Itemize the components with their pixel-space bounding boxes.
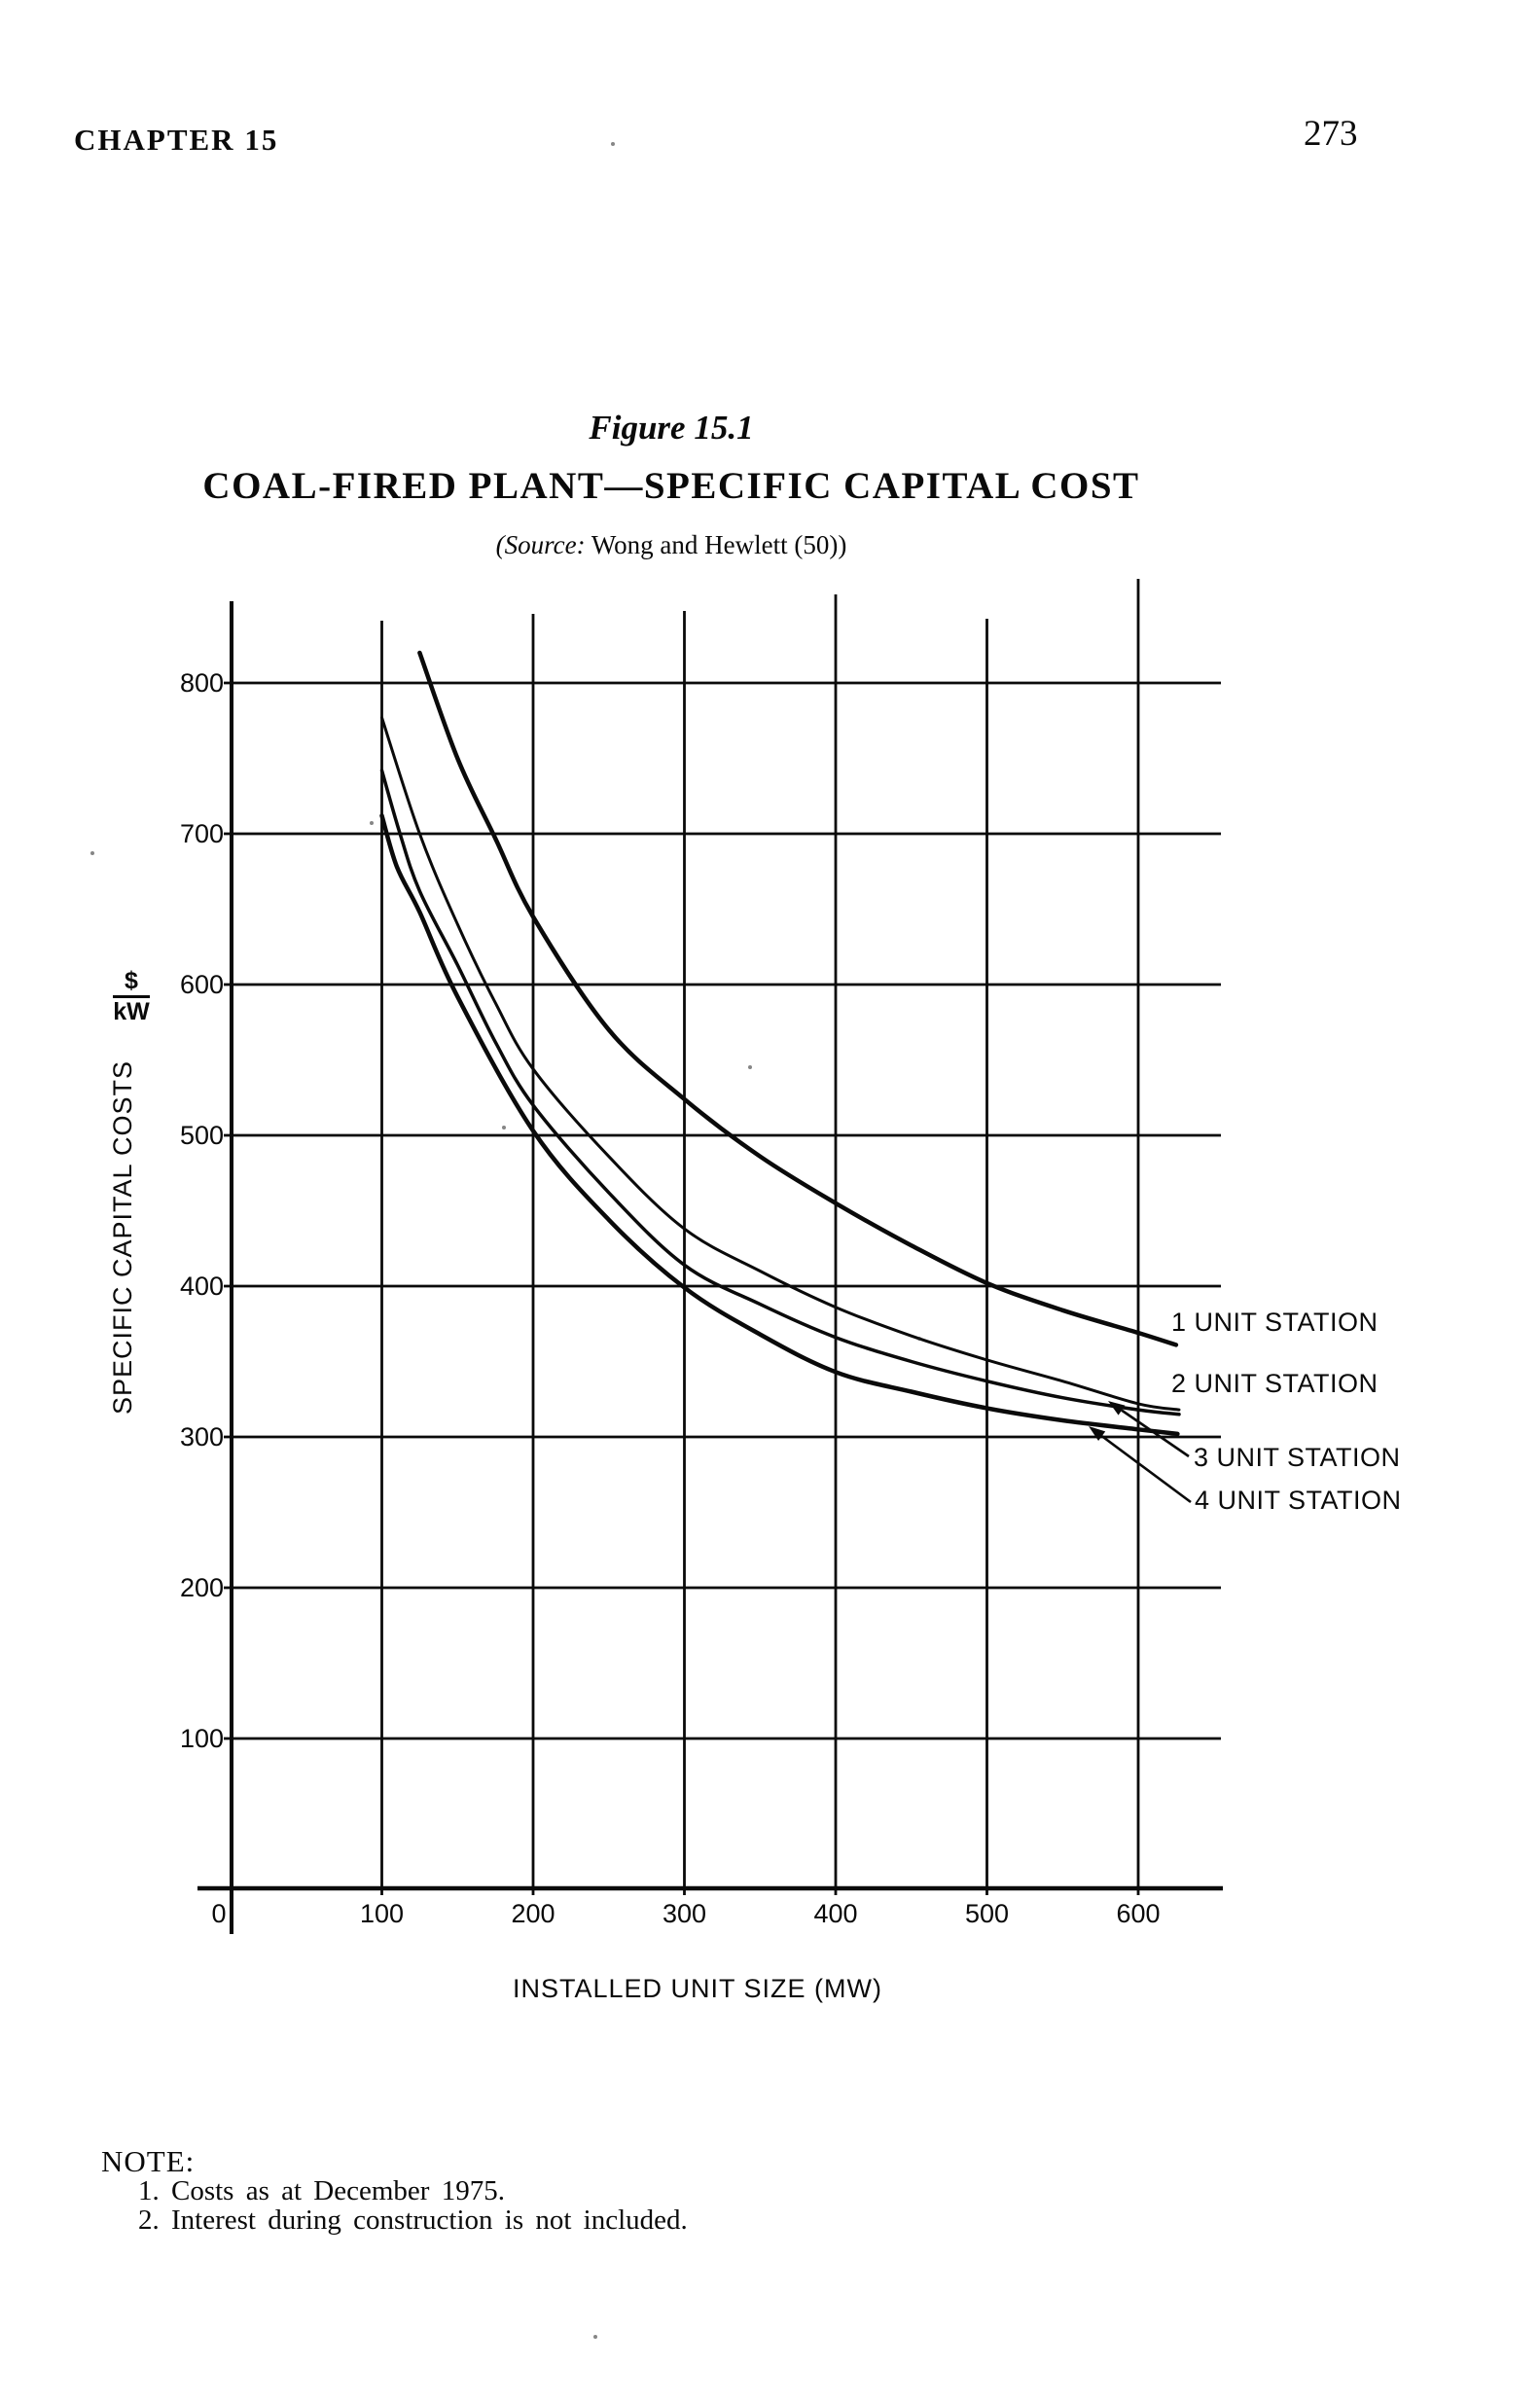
x-tick-400: 400 (813, 1899, 858, 1928)
note-item-2: 2. Interest during construction is not i… (138, 2205, 688, 2236)
x-tick-100: 100 (359, 1899, 405, 1928)
scan-speck (611, 142, 615, 146)
curve-1-unit-station (417, 650, 1179, 1347)
figure-source-rest: Wong and Hewlett (50)) (585, 530, 847, 559)
legend-4-unit-station: 4 UNIT STATION (1195, 1486, 1402, 1515)
scan-speck (917, 1337, 921, 1341)
legend-1-unit-station: 1 UNIT STATION (1171, 1308, 1379, 1337)
curve-4-unit-station (379, 813, 1180, 1437)
figure-source-italic: (Source: (495, 530, 586, 559)
figure-title: COAL-FIRED PLANT—SPECIFIC CAPITAL COST (202, 465, 1140, 507)
figure-number-label: Figure 15.1 (589, 409, 754, 447)
y-tick-300: 300 (179, 1422, 224, 1452)
legend-2-unit-station: 2 UNIT STATION (1171, 1369, 1379, 1398)
x-axis-title: INSTALLED UNIT SIZE (MW) (512, 1974, 883, 2003)
y-unit-denominator: kW (113, 995, 150, 1024)
curve-3-unit-station (379, 769, 1181, 1416)
y-tick-500: 500 (179, 1121, 224, 1150)
scan-speck (370, 821, 374, 825)
y-axis-title: SPECIFIC CAPITAL COSTS (108, 1059, 137, 1416)
y-axis-unit-fraction: $ kW (103, 969, 160, 1024)
x-tick-600: 600 (1116, 1899, 1161, 1928)
chapter-heading: CHAPTER 15 (74, 123, 279, 157)
scan-speck (90, 851, 94, 855)
x-tick-300: 300 (662, 1899, 707, 1928)
arrow-4-unit-station-line (1100, 1435, 1192, 1504)
arrow-3-unit-station-line (1121, 1409, 1190, 1458)
curve-2-unit-station (380, 716, 1181, 1412)
scan-speck (593, 2335, 597, 2339)
y-tick-100: 100 (179, 1724, 224, 1753)
x-tick-500: 500 (964, 1899, 1010, 1928)
note-heading: NOTE: (101, 2144, 196, 2178)
note-item-1: 1. Costs as at December 1975. (138, 2175, 505, 2206)
y-tick-400: 400 (179, 1272, 224, 1301)
page-number: 273 (1304, 114, 1358, 154)
y-tick-600: 600 (179, 970, 224, 999)
x-tick-0: 0 (211, 1899, 227, 1928)
legend-3-unit-station: 3 UNIT STATION (1194, 1443, 1401, 1472)
x-tick-200: 200 (511, 1899, 555, 1928)
scan-speck (748, 1065, 752, 1069)
y-tick-800: 800 (179, 668, 224, 698)
scan-speck (502, 1126, 506, 1129)
arrow-3-unit-station-head (1108, 1401, 1126, 1416)
arrow-4-unit-station-head (1089, 1426, 1106, 1441)
y-tick-700: 700 (179, 819, 224, 848)
y-unit-numerator: $ (125, 967, 138, 994)
y-tick-200: 200 (179, 1573, 224, 1602)
figure-source: (Source: Wong and Hewlett (50)) (0, 530, 1343, 560)
